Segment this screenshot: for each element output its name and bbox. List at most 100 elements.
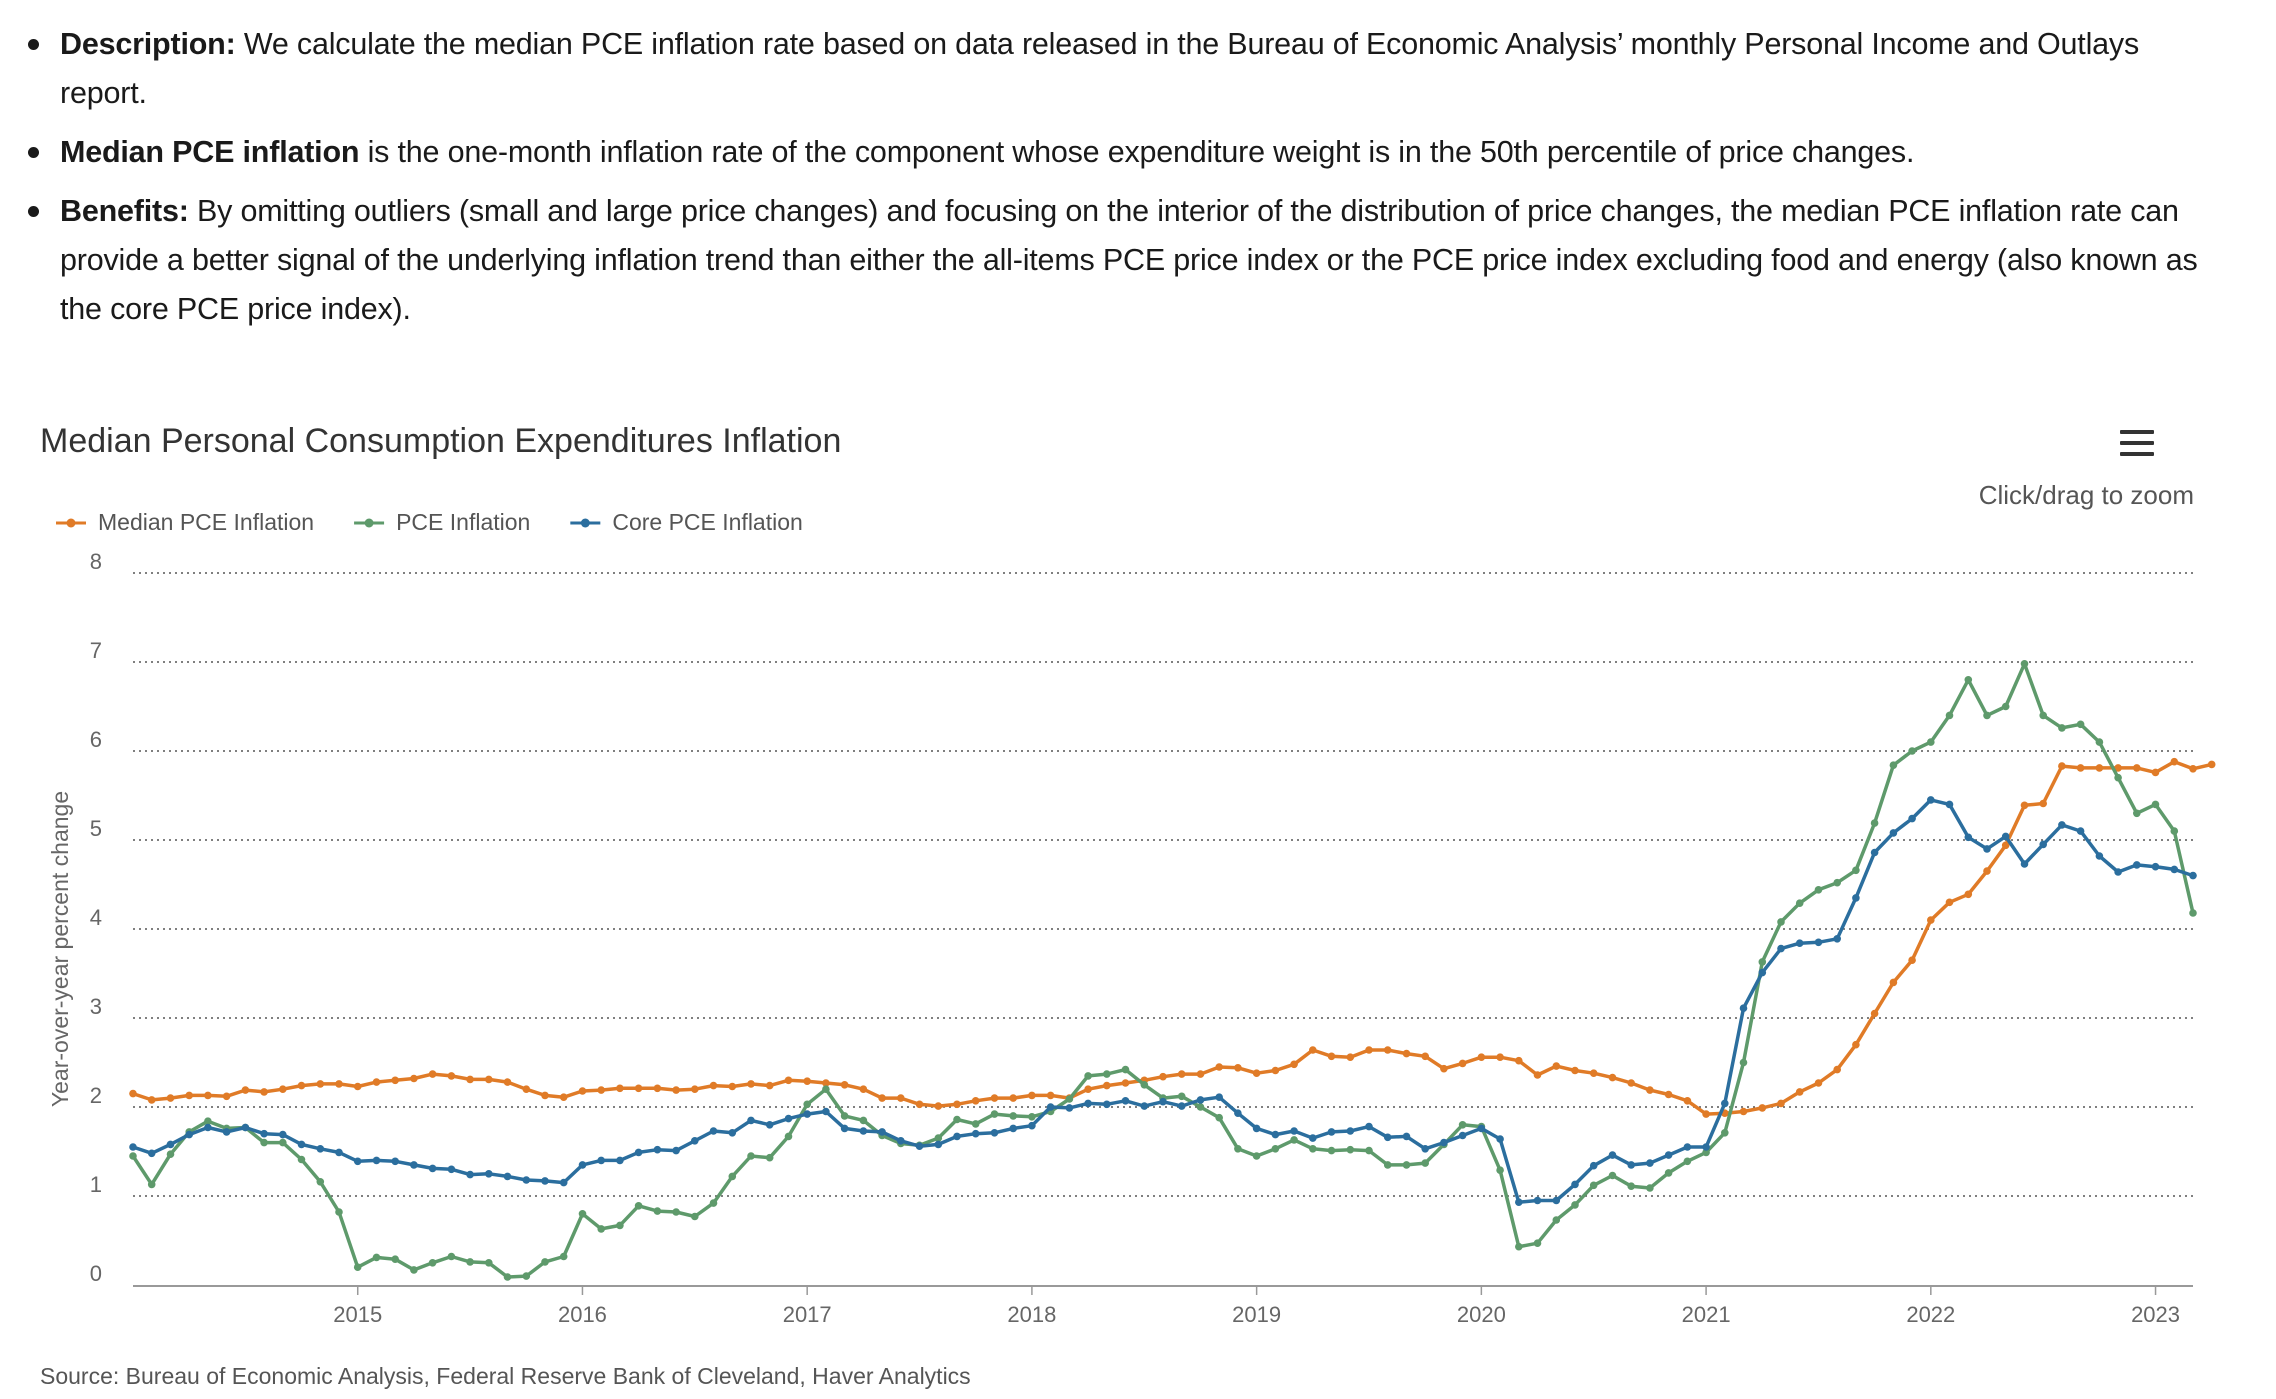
data-point bbox=[971, 1120, 980, 1128]
data-point bbox=[634, 1202, 643, 1210]
data-point bbox=[428, 1070, 437, 1078]
data-point bbox=[2170, 865, 2179, 874]
data-point bbox=[297, 1140, 306, 1149]
y-tick-label: 0 bbox=[90, 1261, 102, 1286]
data-point bbox=[2039, 799, 2047, 808]
data-point bbox=[1215, 1113, 1223, 1122]
chart-legend[interactable]: Median PCE Inflation PCE Inflation Core PC… bbox=[56, 509, 803, 535]
y-tick-label: 7 bbox=[90, 638, 102, 663]
data-point bbox=[485, 1170, 493, 1178]
series-group bbox=[129, 660, 2216, 1281]
data-point bbox=[1159, 1097, 1167, 1106]
data-point bbox=[147, 1180, 156, 1189]
median-pce-inflation-series bbox=[129, 757, 2216, 1118]
data-point bbox=[372, 1156, 381, 1165]
data-point bbox=[1833, 878, 1841, 887]
data-point bbox=[559, 1252, 568, 1261]
data-point bbox=[2076, 827, 2085, 835]
data-point bbox=[1327, 1128, 1336, 1136]
data-point bbox=[672, 1086, 680, 1094]
inflation-chart[interactable]: Median Personal Consumption Expenditures… bbox=[0, 400, 2276, 1394]
data-point bbox=[353, 1263, 362, 1271]
median-pce-inflation-line bbox=[132, 759, 2213, 1116]
legend-label: Core PCE Inflation bbox=[612, 509, 802, 535]
y-tick-label: 8 bbox=[90, 549, 102, 574]
data-point bbox=[503, 1078, 512, 1086]
data-point bbox=[1234, 1109, 1242, 1117]
data-point bbox=[447, 1252, 456, 1261]
data-point bbox=[522, 1272, 531, 1280]
bullet-bold-label: Benefits: bbox=[60, 194, 189, 228]
data-point bbox=[1234, 1145, 1242, 1153]
data-point bbox=[297, 1081, 306, 1090]
data-point bbox=[1533, 1071, 1542, 1079]
data-point bbox=[1983, 867, 1991, 875]
data-point bbox=[578, 1161, 587, 1169]
data-point bbox=[1084, 1072, 1092, 1080]
bullet-text: By omitting outliers (small and large pr… bbox=[60, 194, 2198, 326]
data-point bbox=[522, 1085, 531, 1093]
data-point bbox=[709, 1199, 718, 1207]
data-point bbox=[260, 1088, 268, 1096]
data-point bbox=[878, 1128, 886, 1136]
data-point bbox=[391, 1255, 400, 1263]
data-point bbox=[784, 1076, 793, 1085]
data-point bbox=[372, 1253, 381, 1262]
data-point bbox=[410, 1161, 418, 1169]
data-point bbox=[1365, 1046, 1373, 1054]
data-point bbox=[971, 1129, 980, 1138]
data-point bbox=[616, 1084, 624, 1093]
data-point bbox=[1309, 1046, 1317, 1054]
data-point bbox=[2001, 841, 2010, 850]
legend-dot-marker bbox=[66, 518, 76, 528]
data-point bbox=[840, 1112, 849, 1120]
data-point bbox=[859, 1116, 868, 1125]
pce-inflation-line bbox=[131, 662, 2195, 1279]
data-point bbox=[391, 1157, 400, 1166]
y-tick-label: 5 bbox=[90, 816, 102, 841]
data-point bbox=[1589, 1069, 1598, 1077]
data-point bbox=[1533, 1239, 1542, 1247]
data-point bbox=[1290, 1060, 1298, 1069]
data-point bbox=[1084, 1099, 1092, 1108]
data-point bbox=[1383, 1046, 1392, 1054]
data-point bbox=[709, 1081, 718, 1090]
data-point bbox=[728, 1129, 737, 1137]
data-point bbox=[1702, 1143, 1710, 1151]
data-point bbox=[204, 1123, 212, 1132]
data-point bbox=[1065, 1104, 1074, 1112]
data-point bbox=[2133, 809, 2141, 818]
legend-item-median-pce-inflation[interactable]: Median PCE Inflation bbox=[56, 509, 314, 535]
x-tick-label: 2018 bbox=[1007, 1302, 1056, 1327]
data-point bbox=[1009, 1094, 1017, 1102]
data-point bbox=[1215, 1063, 1223, 1071]
data-point bbox=[597, 1156, 605, 1165]
data-point bbox=[1121, 1079, 1130, 1087]
chart-container[interactable]: Median Personal Consumption Expenditures… bbox=[0, 400, 2276, 1394]
data-point bbox=[2058, 821, 2066, 829]
hamburger-menu-icon[interactable] bbox=[2110, 422, 2160, 466]
data-point bbox=[2076, 720, 2085, 729]
data-point bbox=[953, 1115, 961, 1124]
data-point bbox=[2151, 862, 2160, 871]
data-point bbox=[1945, 711, 1954, 720]
bullet-bold-label: Description: bbox=[60, 27, 236, 61]
data-point bbox=[1140, 1081, 1149, 1089]
data-point bbox=[1346, 1127, 1355, 1135]
data-point bbox=[1571, 1180, 1579, 1189]
data-point bbox=[578, 1210, 587, 1218]
data-point bbox=[1627, 1161, 1635, 1169]
data-point bbox=[1533, 1196, 1542, 1205]
data-point bbox=[1795, 1088, 1804, 1096]
data-point bbox=[934, 1140, 943, 1149]
data-point bbox=[859, 1085, 868, 1093]
data-point bbox=[1196, 1096, 1205, 1104]
legend-item-pce-inflation[interactable]: PCE Inflation bbox=[354, 509, 530, 535]
source-note: Source: Bureau of Economic Analysis, Fed… bbox=[40, 1363, 971, 1389]
legend-item-core-pce-inflation[interactable]: Core PCE Inflation bbox=[570, 509, 803, 535]
data-point bbox=[597, 1086, 605, 1094]
data-point bbox=[1177, 1102, 1186, 1110]
data-point bbox=[1196, 1070, 1205, 1078]
data-point bbox=[1402, 1132, 1411, 1141]
data-point bbox=[166, 1094, 175, 1102]
